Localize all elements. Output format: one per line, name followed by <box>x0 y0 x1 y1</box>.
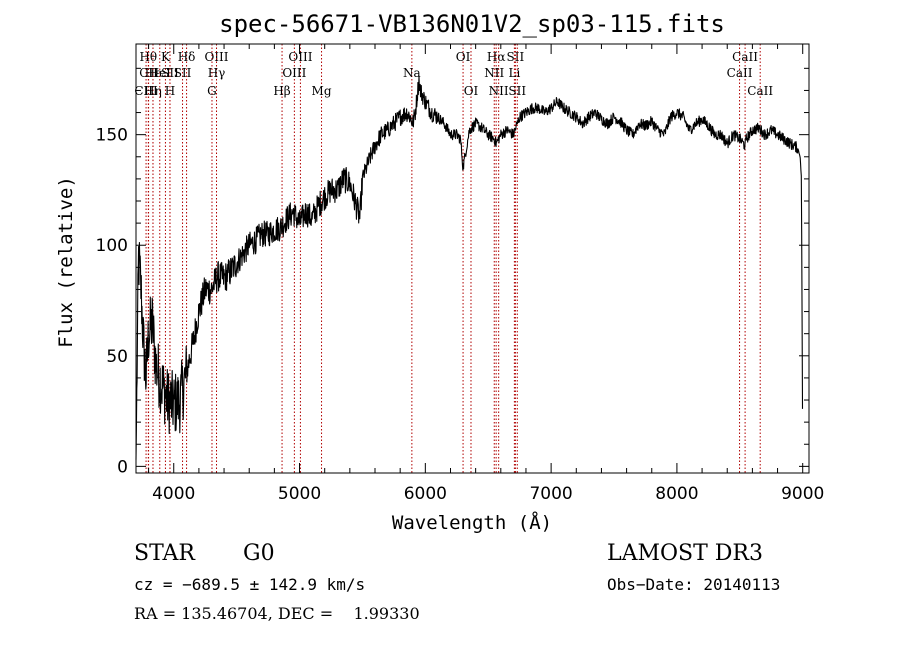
x-tick-label: 4000 <box>152 484 195 504</box>
spectral-line-label: Hδ <box>178 50 196 64</box>
x-axis-label: Wavelength (Å) <box>392 511 552 534</box>
axis-ticks: 4000 5000 6000 7000 8000 9000 0 50 100 150 <box>96 44 824 504</box>
spectral-line-label: K <box>161 50 171 64</box>
spectral-line-label: Hθ <box>139 50 157 64</box>
x-tick-label: 8000 <box>655 484 698 504</box>
x-tick-label: 7000 <box>529 484 572 504</box>
spectral-line-label: OIII <box>204 50 228 64</box>
spectral-line-label: NII <box>489 84 509 98</box>
spectrum-layer <box>135 75 804 460</box>
spectral-line-label: Hη <box>144 84 162 98</box>
spectral-lines-layer: HθCIICIIIHεHηKHeISIIHHδSIIOIIIHγGOIIIOII… <box>134 44 773 473</box>
y-tick-label: 0 <box>117 457 128 477</box>
y-tick-label: 100 <box>96 236 128 256</box>
y-tick-label: 150 <box>96 126 128 146</box>
spectral-line-label: Hβ <box>273 84 290 98</box>
coordinates: RA = 135.46704, DEC = 1.99330 <box>134 604 420 623</box>
spectral-line-label: HeI <box>149 66 172 80</box>
spectral-line-label: OI <box>456 50 471 64</box>
x-tick-label: 9000 <box>781 484 824 504</box>
spectral-line-label: CaII <box>732 50 758 64</box>
spectral-line-label: NII <box>484 66 504 80</box>
plot-frame <box>135 43 810 474</box>
spectral-line-label: Mg <box>312 84 332 98</box>
object-subclass: G0 <box>243 541 275 566</box>
spectral-line-label: G <box>207 84 217 98</box>
chart-title: spec-56671-VB136N01V2_sp03-115.fits <box>219 10 725 38</box>
spectral-line-label: CIII <box>134 84 158 98</box>
spectral-line-label: SII <box>174 66 192 80</box>
spectral-line-label: Na <box>403 66 421 80</box>
spectral-line-label: Li <box>508 66 520 80</box>
y-tick-label: 50 <box>106 347 128 367</box>
y-axis-label: Flux (relative) <box>55 176 77 348</box>
spectrum-trace <box>135 75 804 460</box>
x-tick-label: 5000 <box>278 484 321 504</box>
spectral-line-label: Hγ <box>208 66 226 80</box>
observation-date: Obs−Date: 20140113 <box>607 575 780 594</box>
spectral-line-label: CaII <box>727 66 753 80</box>
spectral-line-label: SII <box>508 84 526 98</box>
spectral-line-label: OIII <box>288 50 312 64</box>
spectral-line-label: Hα <box>487 50 506 64</box>
spectral-line-label: OI <box>464 84 479 98</box>
redshift-velocity: cz = −689.5 ± 142.9 km/s <box>134 575 365 594</box>
object-class: STAR <box>134 541 196 566</box>
spectral-line-label: CaII <box>747 84 773 98</box>
spectral-line-label: H <box>165 84 175 98</box>
survey-name: LAMOST DR3 <box>607 541 763 566</box>
spectral-line-label: OIII <box>282 66 306 80</box>
x-tick-label: 6000 <box>404 484 447 504</box>
spectral-line-label: SII <box>507 50 525 64</box>
